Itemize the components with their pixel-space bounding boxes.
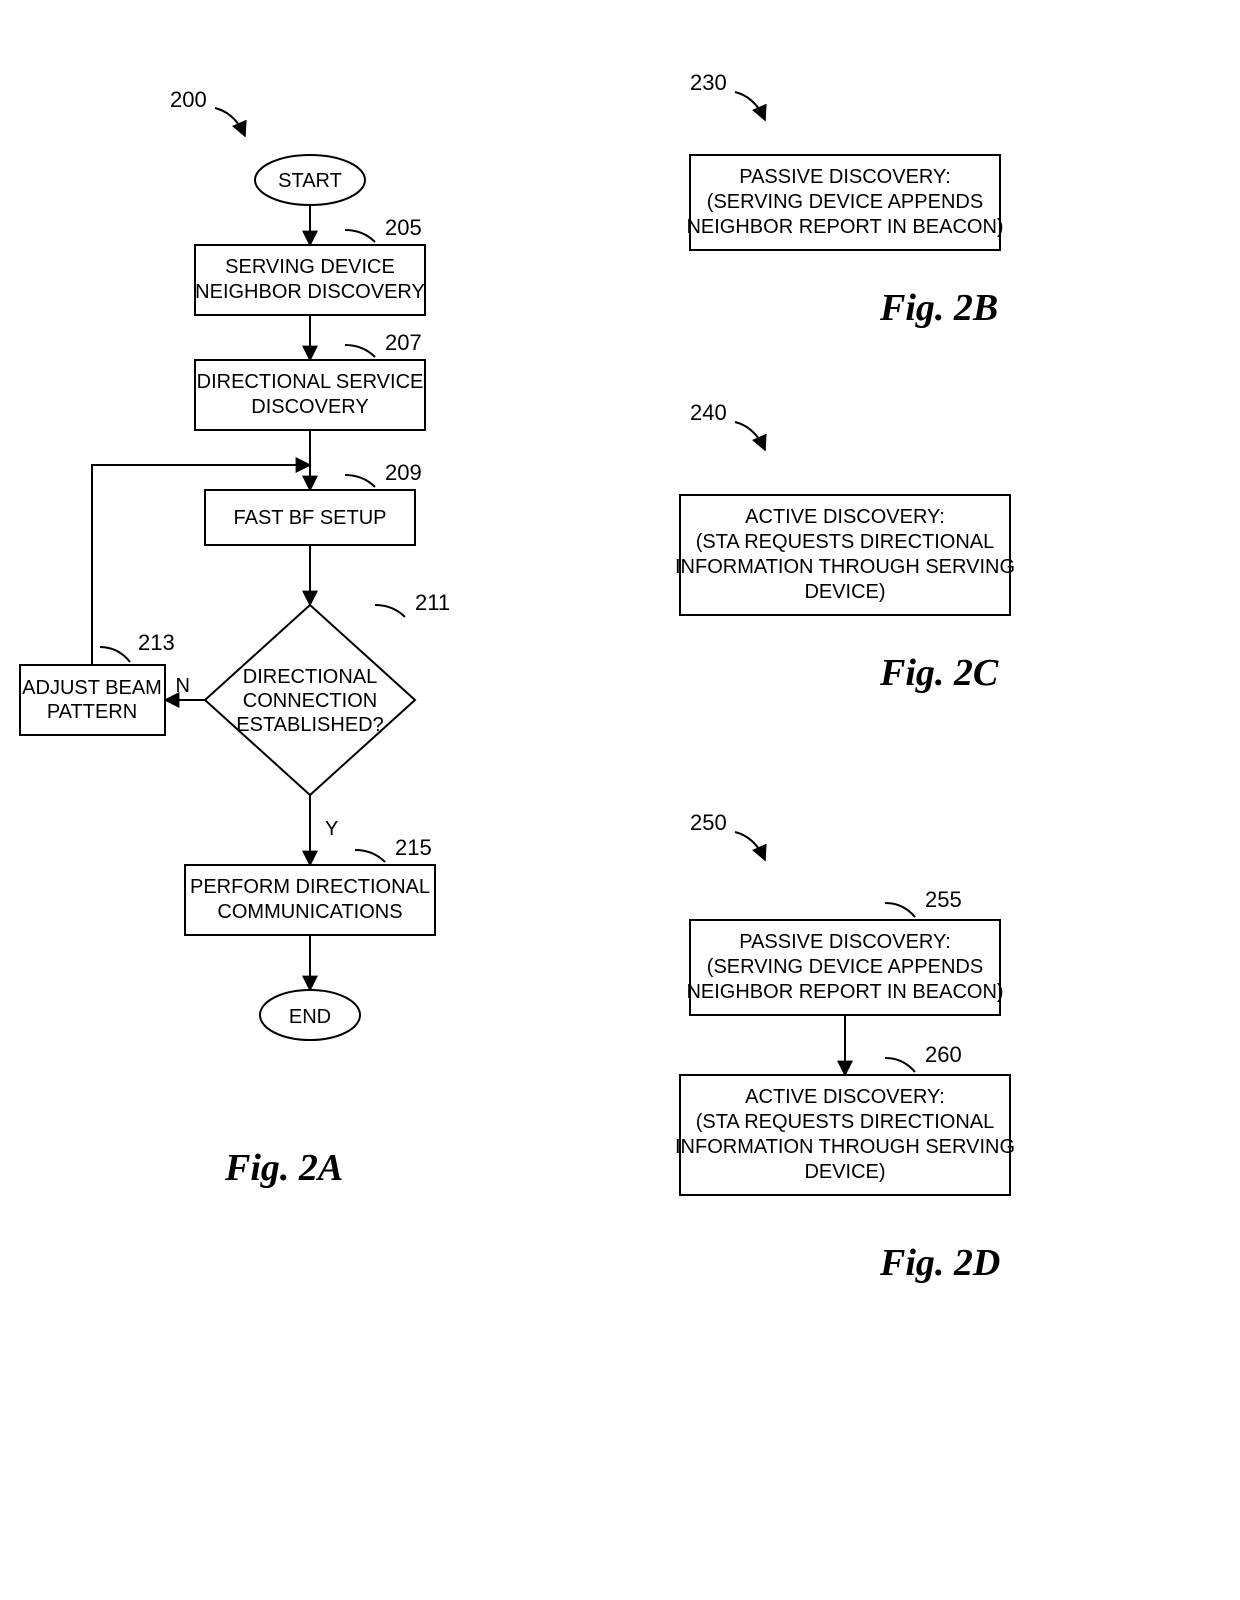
fig2b-l2: (SERVING DEVICE APPENDS [707, 191, 983, 213]
diagram-canvas: 200 START SERVING DEVICE NEIGHBOR DISCOV… [0, 0, 1240, 1600]
ref-209: 209 [385, 460, 422, 485]
node-211-l3: ESTABLISHED? [236, 714, 383, 736]
ref-230: 230 [690, 70, 727, 95]
ref-250-leader [735, 832, 765, 860]
n260-l2: (STA REQUESTS DIRECTIONAL [696, 1111, 995, 1133]
ref-211: 211 [415, 590, 450, 615]
lead-215 [355, 850, 385, 862]
ref-260: 260 [925, 1042, 962, 1067]
fig2c-l2: (STA REQUESTS DIRECTIONAL [696, 531, 995, 553]
ref-213: 213 [138, 630, 175, 655]
figlabel-2a: Fig. 2A [224, 1147, 343, 1189]
start-label: START [278, 170, 342, 192]
ref-205: 205 [385, 215, 422, 240]
node-213 [20, 665, 165, 735]
fig2c-l4: DEVICE) [804, 581, 885, 603]
fig-2c: 240 ACTIVE DISCOVERY: (STA REQUESTS DIRE… [675, 400, 1015, 694]
figlabel-2d: Fig. 2D [879, 1242, 1000, 1284]
lead-211 [375, 605, 405, 617]
ref-240-leader [735, 422, 765, 450]
ref-207: 207 [385, 330, 422, 355]
fig2b-l1: PASSIVE DISCOVERY: [739, 166, 951, 188]
lead-209 [345, 475, 375, 487]
fig2c-l1: ACTIVE DISCOVERY: [745, 506, 945, 528]
node-205-l2: NEIGHBOR DISCOVERY [195, 281, 425, 303]
ref-215: 215 [395, 835, 432, 860]
label-no: N [176, 675, 190, 697]
ref-200: 200 [170, 87, 207, 112]
n260-l4: DEVICE) [804, 1161, 885, 1183]
node-211-l2: CONNECTION [243, 690, 377, 712]
ref-255: 255 [925, 887, 962, 912]
node-213-l1: ADJUST BEAM [22, 677, 162, 699]
fig-2b: 230 PASSIVE DISCOVERY: (SERVING DEVICE A… [686, 70, 1003, 329]
node-209-l1: FAST BF SETUP [234, 507, 387, 529]
lead-213 [100, 647, 130, 662]
node-207-l2: DISCOVERY [251, 396, 368, 418]
node-205-l1: SERVING DEVICE [225, 256, 395, 278]
node-215-l2: COMMUNICATIONS [217, 901, 402, 923]
lead-205 [345, 230, 375, 242]
lead-255 [885, 903, 915, 917]
fig2b-l3: NEIGHBOR REPORT IN BEACON) [686, 216, 1003, 238]
node-207-l1: DIRECTIONAL SERVICE [197, 371, 424, 393]
n255-l2: (SERVING DEVICE APPENDS [707, 956, 983, 978]
n255-l3: NEIGHBOR REPORT IN BEACON) [686, 981, 1003, 1003]
end-label: END [289, 1006, 331, 1028]
ref-250: 250 [690, 810, 727, 835]
n260-l1: ACTIVE DISCOVERY: [745, 1086, 945, 1108]
figlabel-2c: Fig. 2C [879, 652, 999, 694]
fig-2d: 250 PASSIVE DISCOVERY: (SERVING DEVICE A… [675, 810, 1015, 1284]
n260-l3: INFORMATION THROUGH SERVING [675, 1136, 1015, 1158]
fig2c-l3: INFORMATION THROUGH SERVING [675, 556, 1015, 578]
n255-l1: PASSIVE DISCOVERY: [739, 931, 951, 953]
ref-240: 240 [690, 400, 727, 425]
node-213-l2: PATTERN [47, 701, 137, 723]
fig-2a: 200 START SERVING DEVICE NEIGHBOR DISCOV… [20, 87, 450, 1189]
ref-200-leader [215, 108, 245, 136]
ref-230-leader [735, 92, 765, 120]
node-211-l1: DIRECTIONAL [243, 666, 377, 688]
lead-260 [885, 1058, 915, 1072]
figlabel-2b: Fig. 2B [879, 287, 998, 329]
lead-207 [345, 345, 375, 357]
label-yes: Y [325, 818, 338, 840]
node-215-l1: PERFORM DIRECTIONAL [190, 876, 430, 898]
